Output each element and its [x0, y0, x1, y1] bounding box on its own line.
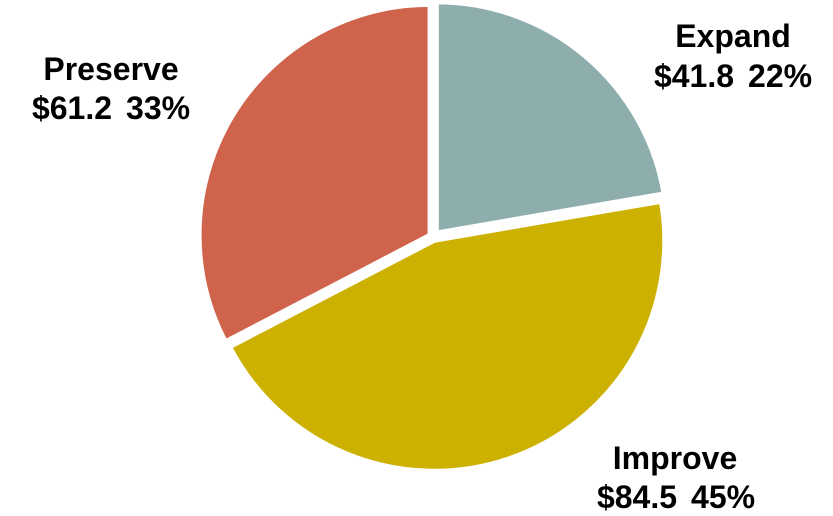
slice-percent-preserve: 33%	[126, 90, 190, 126]
slice-value-label-expand: $41.8 22%	[654, 58, 812, 94]
pie-slice-preserve	[197, 2, 432, 344]
slice-name-label-preserve: Preserve	[43, 51, 178, 87]
pie-slice-expand	[434, 0, 666, 235]
pie-slice-improve	[228, 199, 667, 473]
slice-name-label-expand: Expand	[675, 18, 791, 54]
slice-value-label-improve: $84.5 45%	[597, 479, 755, 515]
slice-name-label-improve: Improve	[613, 440, 737, 476]
slice-amount-improve: $84.5	[597, 479, 677, 515]
slice-amount-expand: $41.8	[654, 58, 734, 94]
slice-percent-improve: 45%	[691, 479, 755, 515]
slice-amount-preserve: $61.2	[32, 90, 112, 126]
slice-percent-expand: 22%	[748, 58, 812, 94]
slice-value-label-preserve: $61.2 33%	[32, 90, 190, 126]
